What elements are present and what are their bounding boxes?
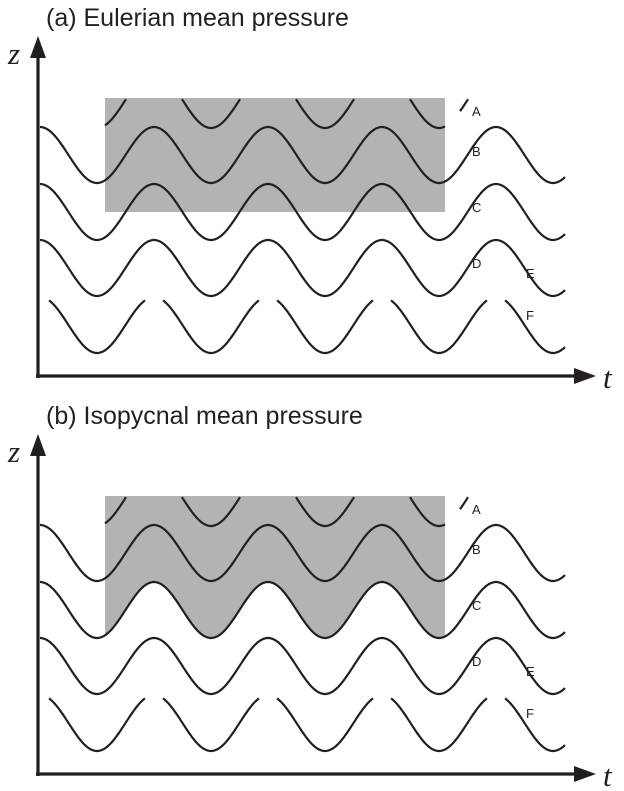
- isopycnal-line: [459, 496, 469, 510]
- shaded-region: [105, 496, 445, 638]
- isopycnal-line: [40, 125, 566, 185]
- shaded-region: [105, 98, 445, 212]
- isopycnal-lines: [40, 496, 566, 753]
- z-axis-label: z: [7, 434, 20, 469]
- z-axis-label: z: [7, 36, 20, 71]
- isopycnal-line: [40, 523, 566, 583]
- layer-label-a: A: [472, 502, 481, 517]
- isopycnal-lines: [40, 98, 566, 355]
- isopycnal-line: [40, 182, 566, 242]
- t-axis-label: t: [603, 360, 613, 395]
- panel-eulerian: (a) Eulerian mean pressure z t A B C D E…: [0, 0, 624, 395]
- layer-label-c: C: [472, 200, 481, 215]
- z-axis-arrow: [30, 36, 46, 58]
- t-axis-label: t: [603, 758, 613, 791]
- panel-isopycnal: (b) Isopycnal mean pressure z t A B C D …: [0, 398, 624, 791]
- t-axis-arrow: [574, 766, 596, 782]
- layer-label-b: B: [472, 144, 481, 159]
- diagram-isopycnal: z t A B C D E F: [7, 434, 613, 791]
- layer-label-a: A: [472, 104, 481, 119]
- panel-title: (b) Isopycnal mean pressure: [46, 402, 363, 430]
- isopycnal-line: [40, 636, 566, 696]
- isopycnal-line: [104, 98, 446, 130]
- layer-label-e: E: [526, 266, 535, 281]
- layer-label-e: E: [526, 664, 535, 679]
- t-axis-arrow: [574, 368, 596, 384]
- layer-label-f: F: [526, 706, 534, 721]
- isopycnal-line: [48, 299, 566, 355]
- isopycnal-line: [48, 697, 566, 753]
- isopycnal-line: [40, 238, 566, 298]
- isopycnal-line: [104, 496, 446, 528]
- layer-label-f: F: [526, 308, 534, 323]
- layer-label-b: B: [472, 542, 481, 557]
- isopycnal-line: [459, 98, 469, 112]
- layer-label-d: D: [472, 256, 481, 271]
- layer-label-c: C: [472, 598, 481, 613]
- isopycnal-line: [40, 580, 566, 640]
- diagram-eulerian: z t A B C D E F: [7, 36, 613, 395]
- panel-title: (a) Eulerian mean pressure: [46, 4, 349, 32]
- layer-label-d: D: [472, 654, 481, 669]
- z-axis-arrow: [30, 434, 46, 456]
